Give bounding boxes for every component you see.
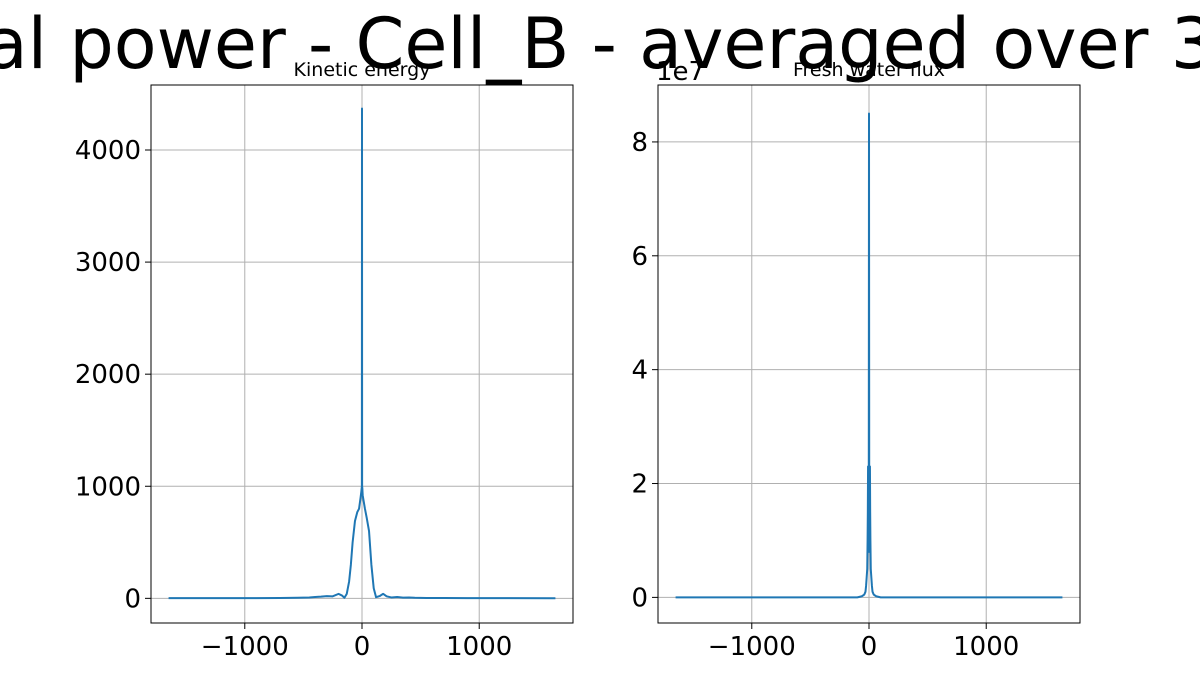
y-tick-label: 3000 [75,248,141,278]
series-line-fresh-water-flux [675,112,1063,599]
axes-title-fresh-water-flux: Fresh water flux [793,59,945,81]
x-tick-label: 1000 [953,632,1019,662]
x-tick-label: 0 [354,632,371,662]
x-tick-label: −1000 [708,632,796,662]
y-tick-label: 6 [631,242,648,272]
y-tick-label: 2 [631,470,648,500]
x-tick-label: −1000 [201,632,289,662]
figure-suptitle: al power - Cell_B - averaged over 3 [0,3,1200,85]
ticks-kinetic-energy: −1000 0 1000 0 1000 2000 3000 4000 [75,136,512,662]
y-tick-label: 0 [631,583,648,613]
y-tick-label: 4 [631,356,648,386]
y-tick-label: 8 [631,128,648,158]
panel-fresh-water-flux: −1000 0 1000 0 2 4 6 8 1e7 Fresh water flux [631,57,1081,662]
ticks-fresh-water-flux: −1000 0 1000 0 2 4 6 8 [631,128,1019,662]
y-tick-label: 4000 [75,136,141,166]
series-layer-kinetic-energy [168,107,556,600]
x-tick-label: 0 [861,632,878,662]
axes-title-kinetic-energy: Kinetic energy [294,59,431,81]
series-layer-fresh-water-flux [675,112,1063,599]
y-tick-label: 2000 [75,360,141,390]
y-tick-label: 1000 [75,472,141,502]
y-offset-label-fresh-water-flux: 1e7 [656,57,705,87]
panel-kinetic-energy: −1000 0 1000 0 1000 2000 3000 4000 Kinetic ener… [75,59,574,662]
y-tick-label: 0 [124,584,141,614]
series-line-kinetic-energy [168,107,556,600]
x-tick-label: 1000 [446,632,512,662]
